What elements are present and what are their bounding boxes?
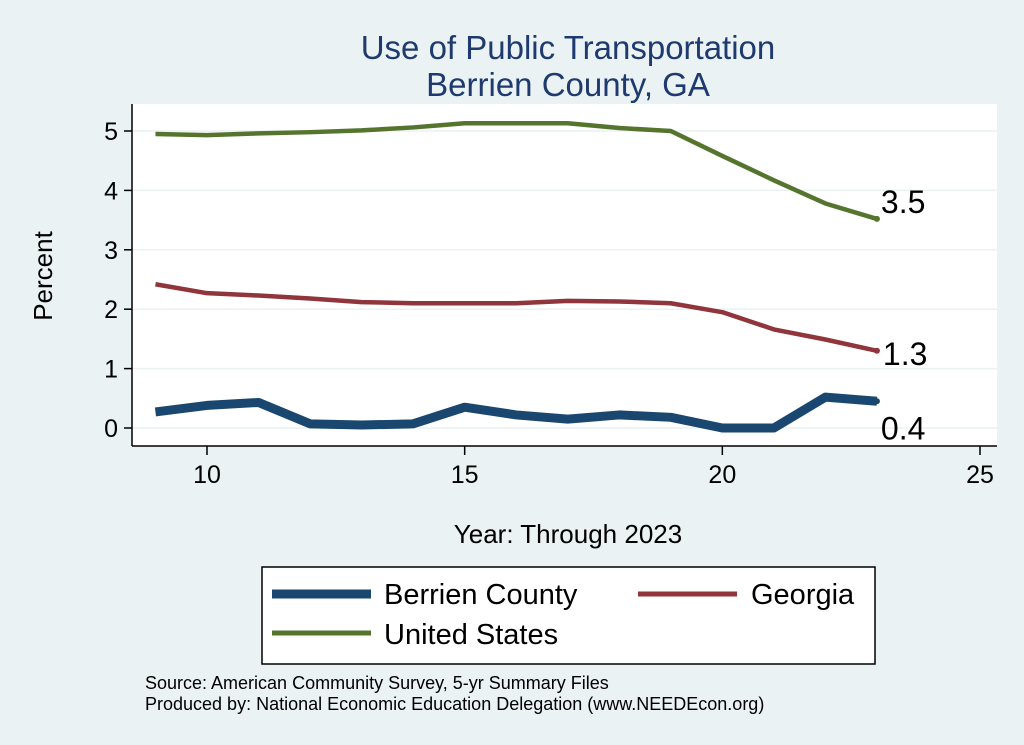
end-point-berrien-county xyxy=(873,398,880,405)
end-label-georgia: 1.3 xyxy=(883,336,927,372)
y-tick-label-1: 1 xyxy=(104,356,118,384)
y-ticks: 0 1 2 3 4 5 xyxy=(104,118,132,443)
series-line-berrien-county xyxy=(154,392,878,433)
series-line-united-states xyxy=(155,121,878,222)
y-tick-label-4: 4 xyxy=(104,177,118,205)
producer-note: Produced by: National Economic Education… xyxy=(145,694,764,714)
legend: Berrien County Georgia United States xyxy=(261,566,876,665)
y-tick-label-0: 0 xyxy=(104,415,118,443)
end-point-georgia xyxy=(873,347,880,354)
y-axis-title: Percent xyxy=(28,230,58,320)
x-tick-label-10: 10 xyxy=(193,461,221,489)
plot-area xyxy=(132,104,997,446)
y-tick-label-3: 3 xyxy=(104,237,118,265)
chart-title: Use of Public Transportation xyxy=(361,29,776,66)
end-point-united-states xyxy=(873,215,880,222)
end-labels: 3.5 1.3 0.4 xyxy=(881,184,927,446)
x-ticks: 10 15 20 25 xyxy=(193,446,994,489)
end-label-united-states: 3.5 xyxy=(881,184,925,220)
legend-label-georgia: Georgia xyxy=(751,579,855,611)
x-tick-label-15: 15 xyxy=(451,461,479,489)
x-axis-title: Year: Through 2023 xyxy=(454,519,682,549)
y-tick-label-2: 2 xyxy=(104,296,118,324)
legend-label-united-states: United States xyxy=(384,619,558,651)
legend-label-berrien-county: Berrien County xyxy=(384,579,578,611)
series-line-georgia xyxy=(155,282,878,353)
end-label-berrien-county: 0.4 xyxy=(881,410,925,446)
chart-subtitle: Berrien County, GA xyxy=(426,66,710,103)
x-tick-label-25: 25 xyxy=(966,461,994,489)
y-tick-label-5: 5 xyxy=(104,118,118,146)
legend-box xyxy=(261,566,876,665)
series-layer xyxy=(154,121,880,433)
x-tick-label-20: 20 xyxy=(708,461,736,489)
source-note: Source: American Community Survey, 5-yr … xyxy=(145,673,609,693)
